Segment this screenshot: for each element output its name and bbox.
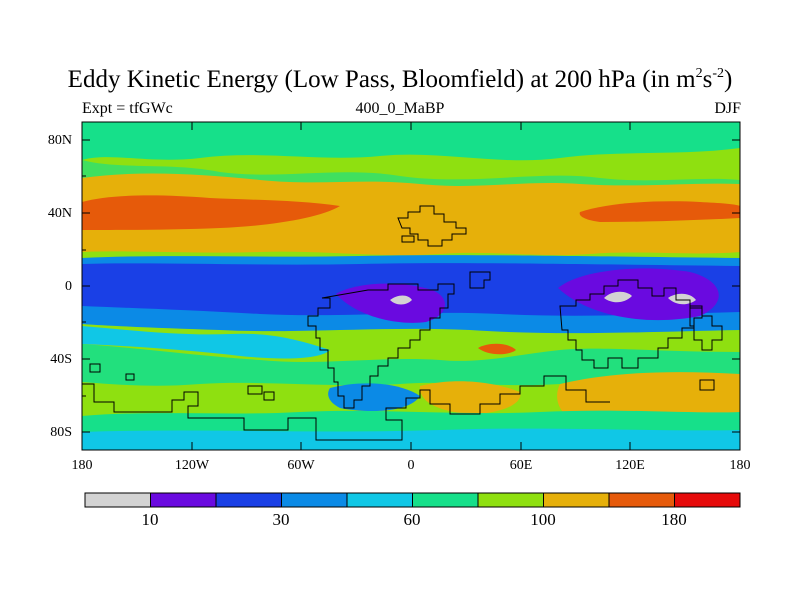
- field-sh-cyan-west: [82, 326, 330, 359]
- field-max-40n-west: [82, 195, 340, 230]
- colorbar-box-6: [477, 492, 544, 508]
- colorbar-label-60: 60: [403, 510, 421, 529]
- y-label-40n: 40N: [47, 206, 72, 221]
- x-label-60e: 60E: [509, 458, 533, 473]
- x-label-0: 0: [407, 458, 415, 473]
- plot-title: Eddy Kinetic Energy (Low Pass, Bloomfiel…: [0, 66, 800, 94]
- colorbar-box-9: [674, 492, 741, 508]
- colorbar-box-5: [412, 492, 479, 508]
- field-sh-green: [82, 344, 740, 386]
- subtitle-right: DJF: [714, 100, 741, 117]
- title-main: Eddy Kinetic Energy (Low Pass, Bloomfiel…: [67, 66, 696, 93]
- y-label-80n: 80N: [47, 133, 72, 148]
- x-label-180w: 180: [71, 458, 93, 473]
- colorbar-box-2: [215, 492, 282, 508]
- subtitle-center: 400_0_MaBP: [355, 100, 445, 117]
- colorbar-label-100: 100: [530, 510, 556, 529]
- y-label-40s: 40S: [50, 352, 72, 367]
- field-tropics-lowest-3: [668, 293, 696, 305]
- colorbar-box-0: [84, 492, 151, 508]
- field-tropics-min-east: [558, 268, 719, 321]
- subtitle-left: Expt = tfGWc: [82, 100, 173, 117]
- plot-frame: [81, 121, 741, 451]
- field-band-80n: [82, 122, 740, 161]
- field-max-40n-east: [579, 201, 740, 222]
- colorbar-box-1: [150, 492, 217, 508]
- colorbar-label-30: 30: [272, 510, 290, 529]
- title-sup2: -2: [712, 66, 724, 81]
- field-sh-blue-pocket: [328, 383, 420, 412]
- field-sh-yellow-central: [419, 381, 521, 414]
- y-label-80s: 80S: [50, 425, 72, 440]
- map-plot-area: [82, 122, 740, 450]
- field-sh-max-spot: [478, 343, 516, 355]
- field-tropics-min-central: [336, 283, 445, 323]
- colorbar-box-4: [346, 492, 413, 508]
- field-tropics-lowest-1: [390, 295, 412, 305]
- y-label-0: 0: [65, 279, 72, 294]
- coastlines: [82, 205, 723, 441]
- x-label-60w: 60W: [287, 458, 315, 473]
- title-sup1: 2: [695, 66, 703, 81]
- title-end: ): [724, 66, 733, 93]
- x-label-180e: 180: [729, 458, 751, 473]
- colorbar-box-3: [281, 492, 348, 508]
- colorbar-box-8: [608, 492, 675, 508]
- title-mid: s: [702, 66, 713, 93]
- colorbar-label-10: 10: [141, 510, 159, 529]
- colorbar-label-180: 180: [661, 510, 687, 529]
- field-tropics-lowest-2: [604, 291, 632, 303]
- field-band-85s: [82, 428, 740, 450]
- x-label-120e: 120E: [615, 458, 645, 473]
- x-label-120w: 120W: [174, 458, 210, 473]
- field-jet-40n: [82, 173, 740, 256]
- colorbar: [84, 492, 741, 508]
- colorbar-box-7: [543, 492, 610, 508]
